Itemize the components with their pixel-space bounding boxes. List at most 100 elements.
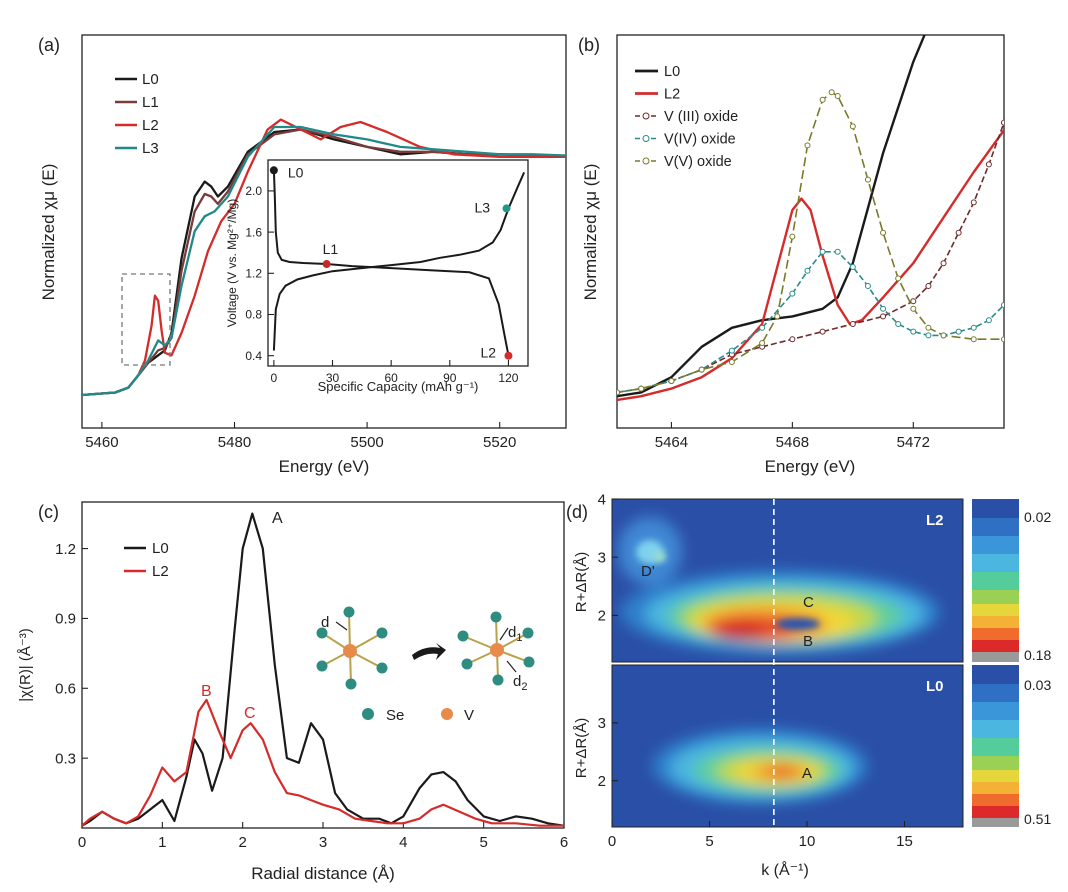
heatmap-l0 xyxy=(612,665,963,827)
series-marker xyxy=(864,283,871,289)
panel-a-legend: L0 L1 L2 L3 xyxy=(115,71,159,157)
panel-a: (a) 5460 5480 5500 5520 Energy (eV) Normali… xyxy=(38,34,567,476)
legend-label: L0 xyxy=(664,64,680,80)
panel-d-x-tick-label: 5 xyxy=(705,833,713,850)
heatmap-l2-y-tick-label: 4 xyxy=(598,491,606,508)
series-marker xyxy=(638,385,645,392)
peak-label-c: C xyxy=(244,705,256,722)
series-marker xyxy=(925,332,932,339)
panel-b-x-axis: 5464 5468 5472 xyxy=(655,422,930,451)
series-marker xyxy=(970,324,977,331)
v-legend-marker xyxy=(441,708,453,720)
panel-d-x-tick-label: 15 xyxy=(896,833,913,850)
transition-arrow-icon xyxy=(412,643,446,660)
series-marker xyxy=(880,229,887,236)
inset-y-tick-label: 0.8 xyxy=(245,308,262,322)
series-marker xyxy=(955,229,962,236)
inset-point-label-l3: L3 xyxy=(474,199,490,215)
inset-x-tick-label: 120 xyxy=(498,371,518,385)
panel-c-axes: 0 1 2 3 4 5 6 0.3 0.6 0.9 1.2 xyxy=(55,541,568,851)
series-marker xyxy=(1001,336,1004,343)
heatmap-l2-y-tick-label: 2 xyxy=(598,608,606,625)
inset-plot-frame xyxy=(267,159,529,367)
series-marker xyxy=(910,305,917,312)
panel-c-x-label: Radial distance (Å) xyxy=(251,864,395,883)
inset-y-tick-label: 0.4 xyxy=(245,349,262,363)
series-line-l2 xyxy=(617,129,1004,402)
panel-d-x-tick-label: 10 xyxy=(799,833,816,850)
panel-a-x-label: Energy (eV) xyxy=(279,457,370,476)
panel-b-x-tick-label: 5468 xyxy=(776,434,809,451)
series-line-l2 xyxy=(82,118,566,397)
colorbar-l0-min: 0.03 xyxy=(1024,677,1051,693)
inset-y-label: Voltage (V vs. Mg²⁺/Mg) xyxy=(225,199,239,327)
series-line-l2 xyxy=(82,698,564,827)
series-marker xyxy=(849,264,856,270)
legend-marker xyxy=(642,157,650,165)
series-marker xyxy=(819,248,826,255)
panel-a-x-tick-label: 5460 xyxy=(85,434,118,451)
panel-b-x-tick-label: 5464 xyxy=(655,434,688,451)
series-marker xyxy=(759,340,766,346)
legend-label-l1: L1 xyxy=(142,94,159,111)
panel-c-x-tick-label: 3 xyxy=(319,834,327,851)
legend-marker xyxy=(642,135,650,142)
legend-label-l3: L3 xyxy=(142,140,159,157)
bond-label-d2: d2 xyxy=(513,673,527,693)
panel-b-legend: L0 L2 V (III) oxide V(IV) oxide V(V) oxide xyxy=(635,64,738,170)
series-marker xyxy=(970,336,977,343)
series-marker xyxy=(617,389,620,396)
series-marker xyxy=(819,96,826,103)
panel-d-axes: 0 5 10 15 2 3 4 2 3 xyxy=(598,491,913,850)
series-marker xyxy=(895,321,902,327)
series-marker xyxy=(834,93,841,99)
heatmap-l2-frame xyxy=(611,498,964,663)
legend-label: V (III) oxide xyxy=(664,109,738,125)
panel-b-y-label: Normalized χμ (E) xyxy=(581,164,600,301)
panel-c-y-label: |χ(R)| (Å⁻³) xyxy=(17,628,34,702)
se-legend-marker xyxy=(362,708,374,720)
heatmap-l2-tag: L2 xyxy=(926,512,944,529)
series-marker xyxy=(804,142,811,149)
series-marker xyxy=(925,283,932,289)
inset-y-tick-label: 1.2 xyxy=(245,267,262,281)
bond-pointer-d1 xyxy=(499,627,509,641)
inset-x-label: Specific Capacity (mAh g⁻¹) xyxy=(318,379,479,394)
inset-point-label-l1: L1 xyxy=(323,241,339,257)
series-marker xyxy=(728,347,735,354)
series-line-v-iv-oxide xyxy=(617,251,1004,394)
bond-label-d1: d1 xyxy=(508,624,522,644)
series-marker xyxy=(985,317,992,324)
series-marker xyxy=(834,248,841,255)
panel-c-label: (c) xyxy=(38,502,59,522)
panel-a-y-label: Normalized χμ (E) xyxy=(39,164,58,301)
panel-b-x-tick-label: 5472 xyxy=(897,434,930,451)
legend-marker xyxy=(642,112,650,120)
panel-a-x-tick-label: 5480 xyxy=(218,434,251,451)
panel-c: (c) 0 1 2 3 4 5 6 0.3 0.6 0.9 1.2 Radial distance … xyxy=(17,501,568,883)
panel-a-plot-frame xyxy=(81,34,567,429)
inset-curves xyxy=(272,170,526,356)
series-marker xyxy=(1001,119,1004,126)
heatmap-l0-y-label: R+ΔR(Å) xyxy=(573,718,590,778)
inset-y-tick-label: 2.0 xyxy=(245,184,262,198)
v-legend-label: V xyxy=(464,707,474,724)
inset-charge-curve xyxy=(272,171,526,351)
inset-x-tick-label: 90 xyxy=(443,371,457,385)
panel-d: (d) L2 D' C B xyxy=(566,491,1051,879)
panel-a-x-axis: 5460 5480 5500 5520 xyxy=(85,422,516,451)
series-marker xyxy=(940,260,947,267)
heatmap-l0-y-tick-label: 2 xyxy=(598,773,606,790)
series-marker xyxy=(985,161,992,168)
heatmap-l0-y-tick-label: 3 xyxy=(598,715,606,732)
inset-point-label-l0: L0 xyxy=(288,164,304,180)
heatmap-l0-tag: L0 xyxy=(926,678,944,695)
feature-label-b: B xyxy=(803,633,813,650)
panel-d-x-tick-label: 0 xyxy=(608,833,616,850)
panel-c-x-tick-label: 5 xyxy=(479,834,487,851)
inset-point-l0 xyxy=(269,166,278,175)
inset-x-tick-label: 30 xyxy=(326,371,340,385)
legend-label-l2: L2 xyxy=(142,117,159,134)
inset-point-l1 xyxy=(322,260,331,269)
